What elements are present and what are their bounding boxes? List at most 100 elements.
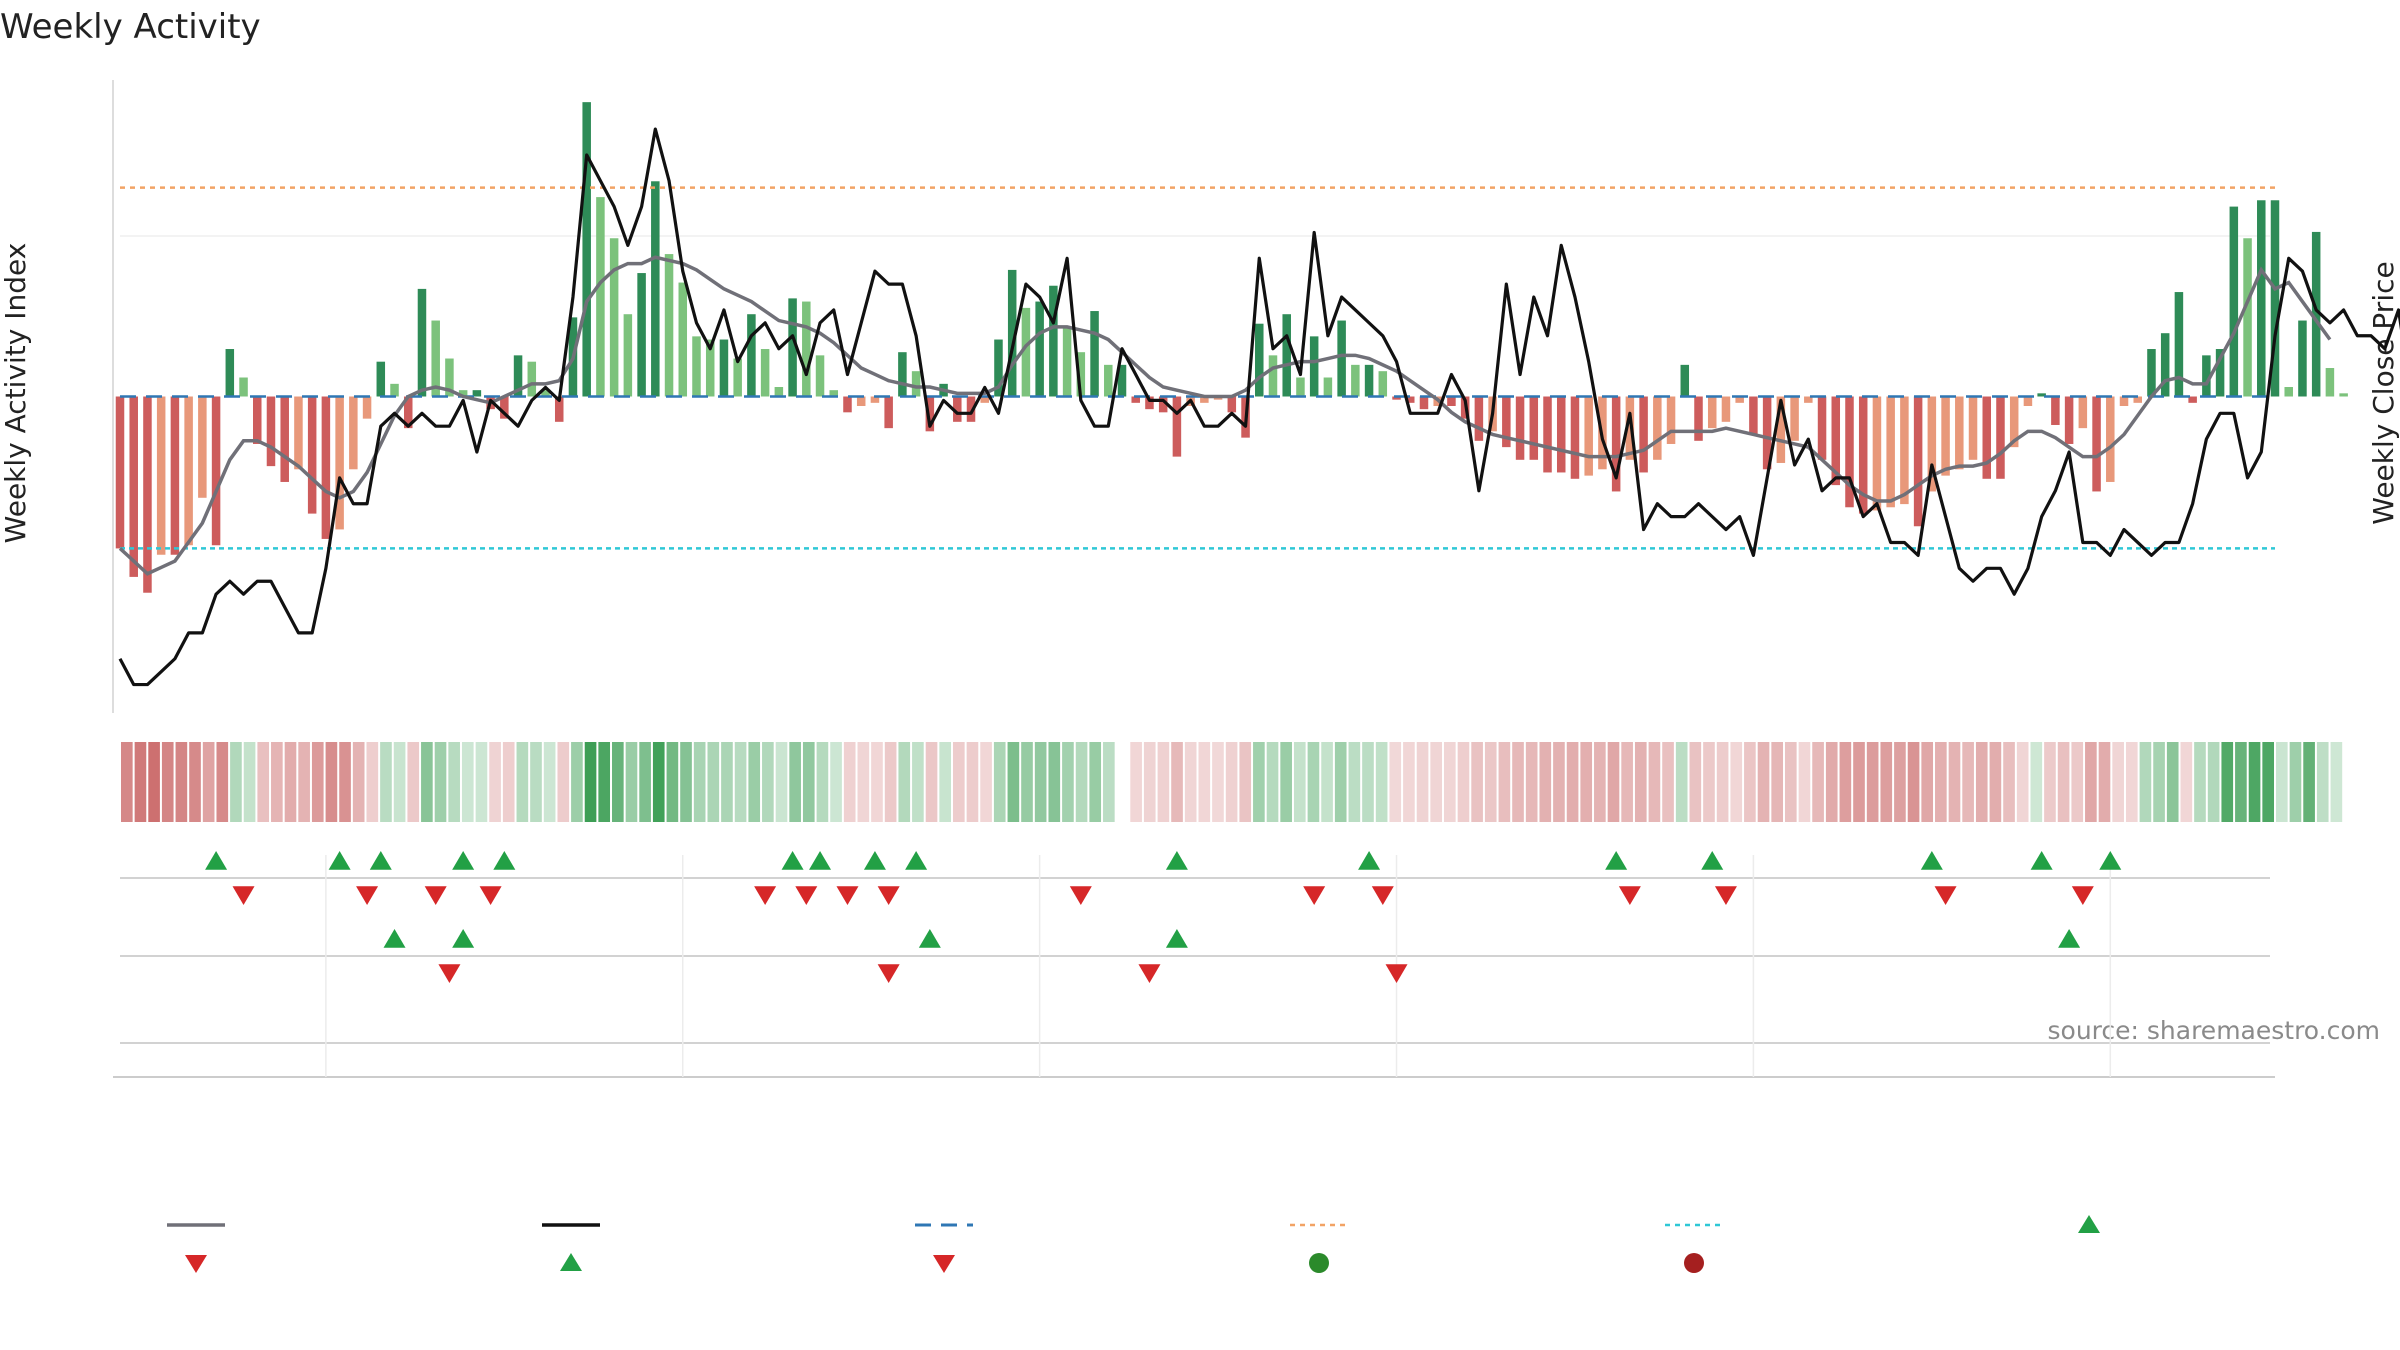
heatmap-cell	[189, 742, 201, 822]
heatmap-cell	[1798, 742, 1811, 822]
heatmap-cell	[952, 742, 965, 822]
activity-bar-positive	[2243, 238, 2252, 397]
activity-bar-positive	[1364, 364, 1374, 397]
heatmap-cell	[639, 742, 651, 822]
flip-up-marker	[905, 851, 928, 870]
heatmap-cell	[1416, 742, 1429, 822]
activity-bar-positive	[2257, 200, 2266, 397]
activity-bar-negative	[362, 396, 372, 419]
activity-bar-negative	[1653, 396, 1662, 460]
ml-negative-marker	[877, 964, 900, 983]
activity-bar-positive	[1076, 352, 1086, 397]
heatmap-cell	[762, 742, 774, 822]
heatmap-cell	[1062, 742, 1074, 822]
ml-positive-marker	[2058, 929, 2081, 948]
activity-bar-negative	[403, 396, 413, 429]
activity-bar-negative	[211, 396, 221, 546]
heatmap-cell	[1634, 742, 1647, 822]
activity-bar-negative	[1200, 396, 1209, 403]
heatmap-cell	[2235, 742, 2247, 822]
heatmap-cell	[1825, 742, 1838, 822]
heatmap-cell	[2139, 742, 2152, 822]
activity-bar-negative	[554, 396, 564, 422]
activity-bar-negative	[1927, 396, 1937, 492]
ml-positive-marker	[918, 929, 941, 948]
activity-bar-negative	[500, 396, 509, 419]
flip-up-marker	[1701, 851, 1724, 870]
legend-flipup-swatch	[2078, 1215, 2100, 1233]
heatmap-cell	[1157, 742, 1170, 822]
heatmap-cell	[789, 742, 801, 822]
flip-down-marker	[836, 886, 859, 905]
heatmap-cell	[1539, 742, 1552, 822]
activity-bar-negative	[966, 396, 976, 422]
heatmap-cell	[1580, 742, 1593, 822]
legend-posact-swatch	[1309, 1253, 1329, 1273]
activity-bar-positive	[2215, 349, 2225, 397]
activity-bar-positive	[637, 273, 646, 397]
activity-bar-negative	[1556, 396, 1566, 473]
activity-bar-negative	[335, 396, 344, 530]
activity-bar-negative	[1543, 396, 1552, 473]
activity-bar-negative	[129, 396, 138, 577]
activity-bar-negative	[1996, 396, 2005, 479]
activity-bar-positive	[1255, 323, 1264, 397]
heatmap-cell	[1225, 742, 1238, 822]
activity-bar-negative	[1639, 396, 1648, 473]
heatmap-cell	[2071, 742, 2084, 822]
activity-bar-negative	[184, 396, 193, 546]
activity-bar-positive	[898, 352, 907, 397]
heatmap-cell	[857, 742, 870, 822]
heatmap-cell	[2016, 742, 2029, 822]
heatmap-cell	[1621, 742, 1633, 822]
heatmap-cell	[284, 742, 297, 822]
heatmap-cell	[489, 742, 501, 822]
heatmap-cell	[216, 742, 229, 822]
ml-positive-marker	[383, 929, 406, 948]
activity-bar-positive	[2202, 355, 2211, 397]
ml-negative-marker	[1385, 964, 1408, 983]
activity-bar-positive	[2284, 387, 2293, 397]
heatmap-cell	[1962, 742, 1974, 822]
heatmap-cell	[502, 742, 515, 822]
heatmap-cell	[448, 742, 460, 822]
flip-up-marker	[452, 851, 475, 870]
activity-bar-positive	[733, 358, 742, 397]
heatmap-cell	[1689, 742, 1702, 822]
activity-bar-negative	[349, 396, 358, 470]
heatmap-cell	[1839, 742, 1852, 822]
activity-bar-negative	[1735, 396, 1744, 403]
flip-down-marker	[1371, 886, 1394, 905]
activity-bar-negative	[1845, 396, 1854, 508]
activity-bar-positive	[788, 298, 797, 397]
ml-negative-marker	[1138, 964, 1161, 983]
heatmap-cell	[1253, 742, 1265, 822]
heatmap-cell	[202, 742, 215, 822]
heatmap-cell	[1730, 742, 1743, 822]
activity-bar-negative	[143, 396, 152, 593]
activity-bar-negative	[925, 396, 935, 432]
activity-bar-positive	[541, 390, 550, 397]
ml-negative-marker	[438, 964, 461, 983]
activity-bar-negative	[1776, 396, 1786, 463]
heatmap-cell	[1048, 742, 1061, 822]
activity-bar-positive	[376, 361, 386, 397]
heatmap-cell	[2262, 742, 2274, 822]
activity-bar-negative	[1707, 396, 1717, 429]
heatmap-cell	[2276, 742, 2288, 822]
heatmap-cell	[2194, 742, 2206, 822]
flip-down-marker	[1303, 886, 1326, 905]
heatmap-cell	[1034, 742, 1047, 822]
activity-bar-positive	[1351, 364, 1360, 397]
activity-bar-negative	[1584, 396, 1593, 476]
activity-bar-positive	[225, 349, 235, 397]
heatmap-cell	[1184, 742, 1197, 822]
activity-bar-negative	[1749, 396, 1758, 435]
heatmap-cell	[2098, 742, 2111, 822]
activity-bar-positive	[1282, 314, 1291, 397]
heatmap-cell	[1880, 742, 1893, 822]
activity-bar-negative	[1611, 396, 1621, 492]
activity-bar-positive	[664, 254, 674, 397]
activity-bar-negative	[156, 396, 166, 555]
